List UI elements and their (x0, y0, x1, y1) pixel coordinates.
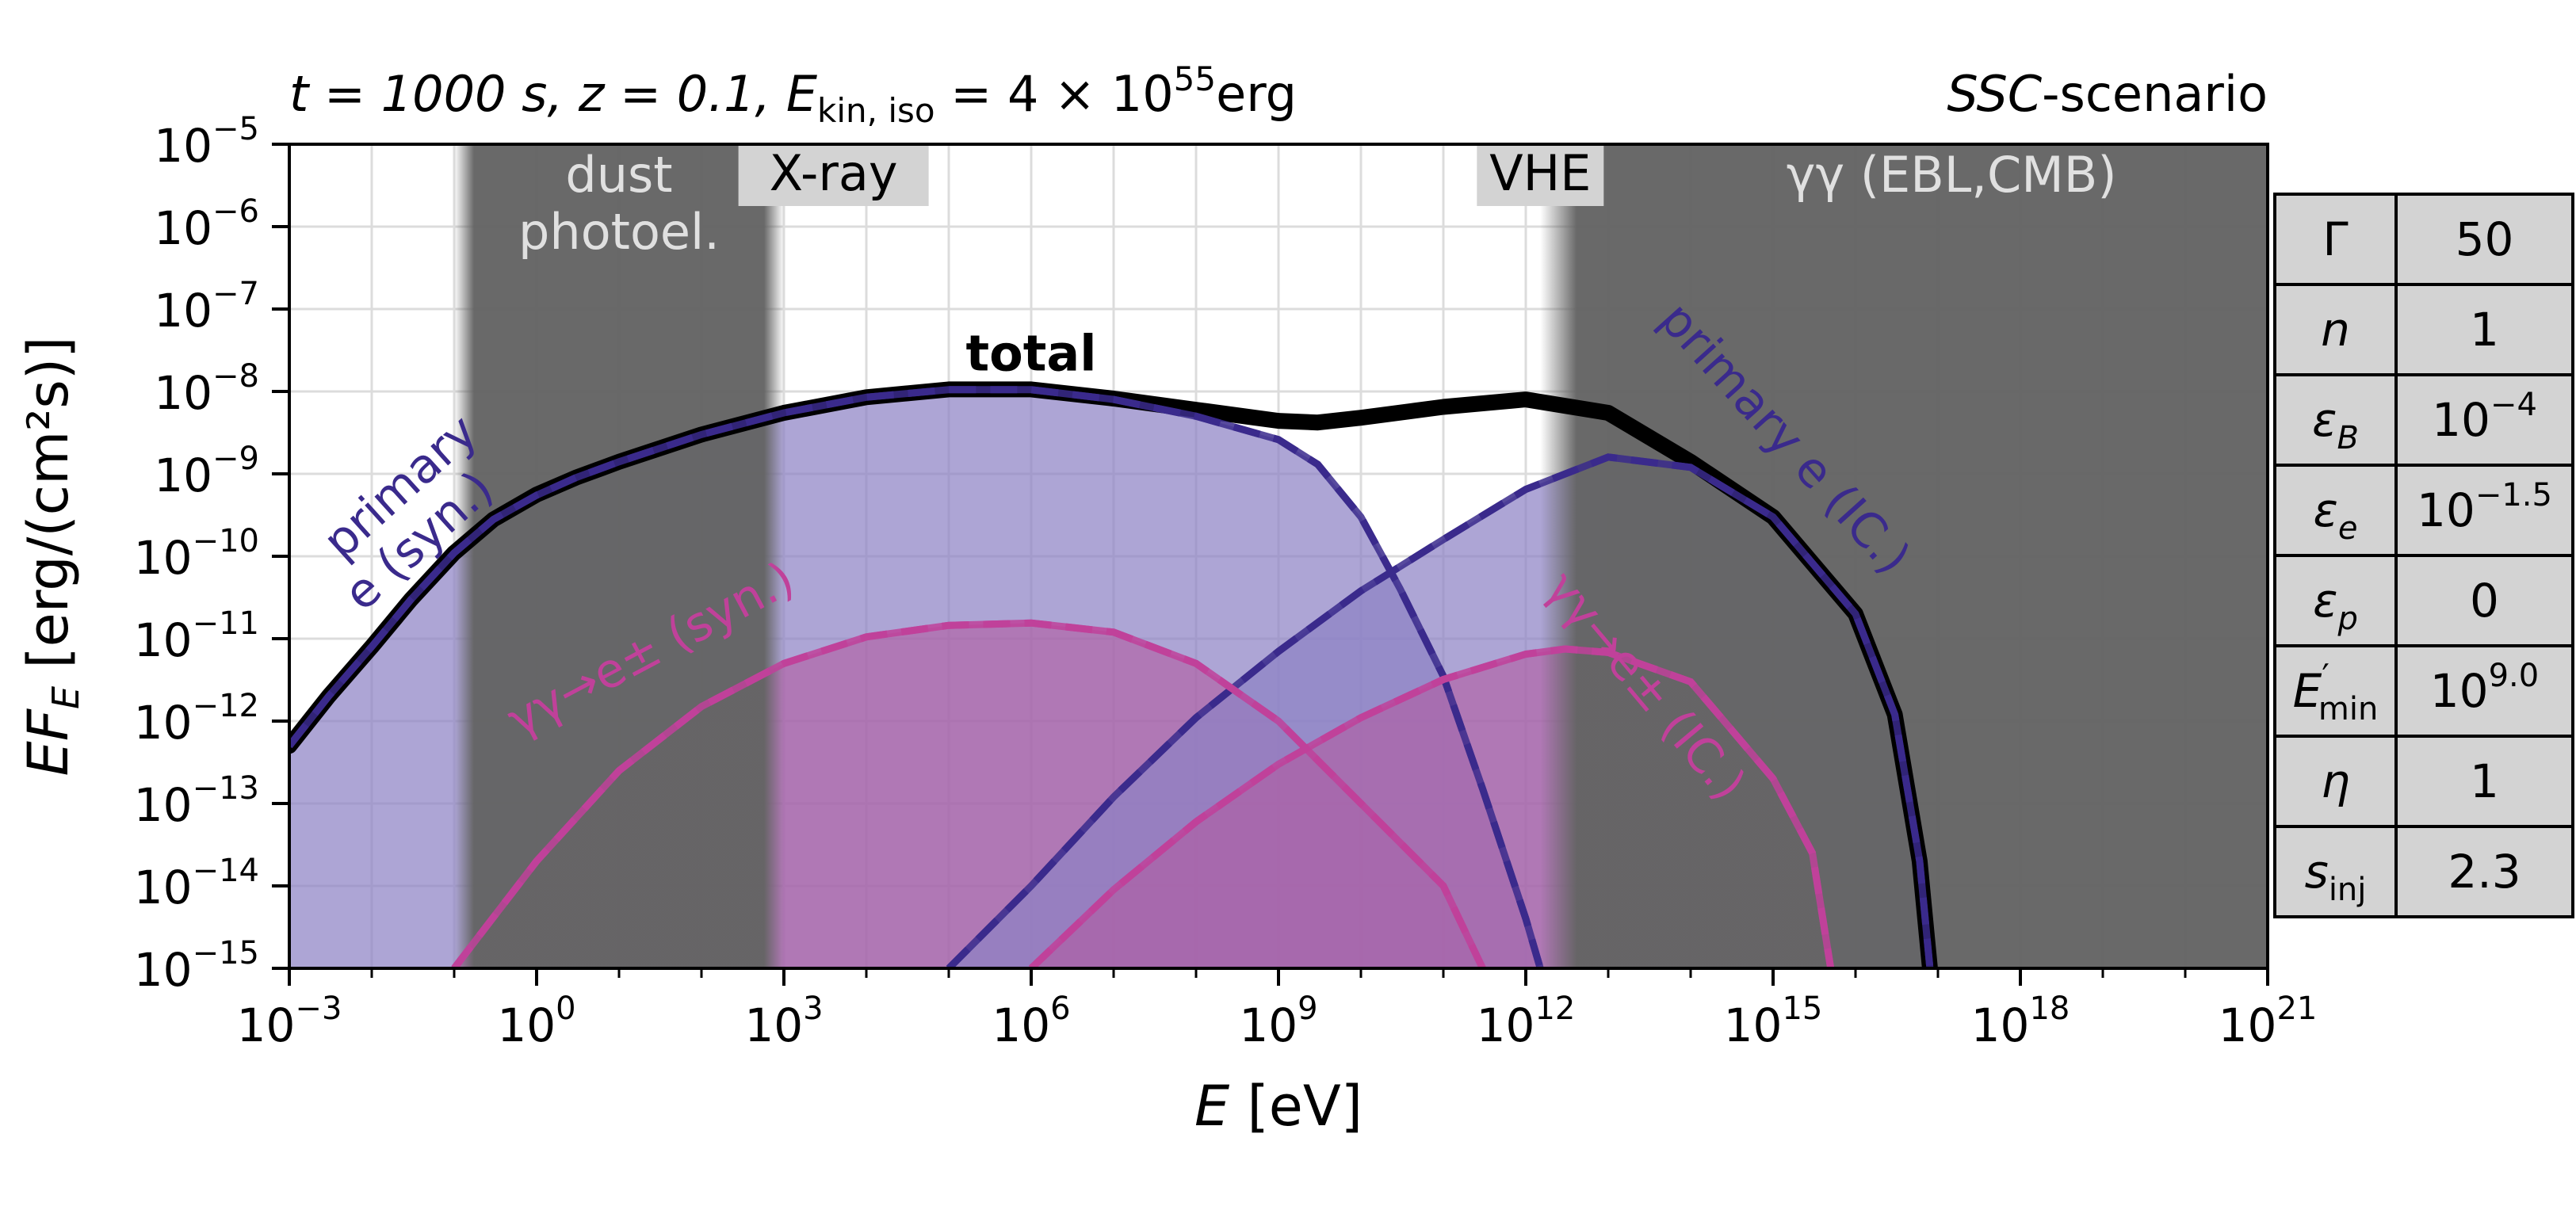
y-tick-label: 10−5 (154, 111, 259, 173)
param-symbol: Γ (2322, 212, 2348, 266)
series-line-dash (289, 386, 1544, 968)
param-value: 50 (2456, 212, 2514, 266)
x-tick-label: 1015 (1724, 991, 1823, 1052)
series-line-primary-e-ic (946, 453, 1934, 968)
param-value-cell (2394, 373, 2574, 467)
param-row-p: εp 0 (2273, 554, 2574, 647)
window-label-x-ray: X-ray (738, 144, 929, 206)
title-e-sym: E (786, 65, 818, 123)
title-right-rest: -scenario (2042, 65, 2268, 123)
param-row-emin: E′ min 109.0 (2273, 644, 2574, 738)
annotation-total: total (966, 324, 1097, 382)
window-label-text: VHE (1489, 144, 1591, 202)
title-e-sub: kin, iso (817, 91, 935, 130)
title-right-italic: SSC (1947, 65, 2043, 123)
param-row-sinj: sinj 2.3 (2273, 825, 2574, 918)
param-value: 1 (2470, 303, 2499, 357)
window-label-box (1477, 144, 1604, 206)
y-tick-label: 10−15 (134, 935, 259, 997)
param-symbol: εe (2314, 483, 2358, 547)
y-tick-label: 10−7 (154, 276, 259, 338)
param-symbol: sinj (2305, 845, 2367, 908)
param-value: 0 (2470, 574, 2499, 628)
param-symbol: n (2321, 303, 2350, 357)
param-symbol: εp (2313, 574, 2358, 637)
y-tick-label: 10−13 (134, 770, 259, 832)
title-z-part: z = 0.1, (578, 65, 786, 123)
y-tick-label: 10−10 (134, 523, 259, 585)
y-axis-label: EFE [erg/(cm²s)] (16, 337, 87, 777)
window-label-text: X-ray (770, 144, 898, 202)
x-tick-label: 103 (744, 991, 823, 1052)
param-value: 1 (2470, 754, 2499, 808)
chart-title-right: SSC-scenario (1947, 65, 2268, 123)
chart-title-left: t = 1000 s, z = 0.1, Ekin, iso = 4 × 105… (289, 59, 1297, 130)
y-tick-label: 10−6 (154, 193, 259, 255)
series-line-gg-e-syn (451, 619, 1486, 968)
absorption-band-gg-ebl-cmb: γγ (EBL,CMB) (1540, 144, 2268, 968)
x-tick-label: 1012 (1477, 991, 1576, 1052)
param-value-cell (2394, 554, 2574, 647)
param-value-cell (2394, 825, 2574, 918)
param-value: 2.3 (2448, 845, 2521, 899)
y-tick-label: 10−11 (134, 605, 259, 667)
param-value: 10−1.5 (2417, 477, 2552, 537)
series-line-dash (451, 619, 1486, 968)
series-line-gg-e-ic (1028, 645, 1835, 968)
series-lines (289, 381, 1938, 968)
param-value-cell (2394, 464, 2574, 557)
y-tick-label: 10−14 (134, 853, 259, 914)
window-label-box (738, 144, 929, 206)
param-row-gamma: Γ 50 (2273, 193, 2574, 286)
x-tick-label: 106 (992, 991, 1070, 1052)
param-value-cell (2394, 193, 2574, 286)
title-e-val: = 4 × 10 (935, 65, 1174, 123)
param-value-cell (2394, 735, 2574, 828)
param-symbol-cell (2273, 644, 2398, 738)
axes: 10−3 100 103 106 109 1012 1015 1018 1021 10−5 10−6… (16, 111, 2317, 1139)
title-e-exp: 55 (1174, 59, 1216, 98)
x-axis-label: E [eV] (1194, 1074, 1363, 1139)
y-tick-label: 10−9 (154, 441, 259, 502)
param-symbol-cell (2273, 193, 2398, 286)
absorption-band-label: photoel. (518, 203, 720, 261)
param-value: 109.0 (2430, 658, 2539, 718)
x-tick-label: 100 (497, 991, 575, 1052)
window-label-vhe: VHE (1477, 144, 1604, 206)
y-tick-label: 10−12 (134, 688, 259, 750)
x-tick-label: 1018 (1971, 991, 2070, 1052)
series-line-dash (946, 453, 1934, 968)
y-tick-label: 10−8 (154, 358, 259, 420)
absorption-band-label: dust (565, 146, 672, 204)
x-tick-label: 1021 (2219, 991, 2318, 1052)
param-symbol: η (2321, 754, 2350, 808)
title-t-part: t = 1000 s, (289, 65, 579, 123)
absorption-band-rect (454, 144, 784, 968)
param-value-cell (2394, 644, 2574, 738)
param-row-e: εe 10−1.5 (2273, 464, 2574, 557)
series-line-dash (1028, 645, 1835, 968)
title-e-unit: erg (1216, 65, 1297, 123)
x-tick-label: 10−3 (237, 991, 342, 1052)
x-tick-label: 109 (1239, 991, 1317, 1052)
param-value: 10−4 (2432, 387, 2537, 447)
param-symbol: εB (2312, 393, 2359, 456)
absorption-band-rect (1540, 144, 2268, 968)
param-symbol-cell (2273, 554, 2398, 647)
series-line-primary-e-syn (289, 386, 1544, 968)
absorption-band-label: γγ (EBL,CMB) (1787, 146, 2117, 204)
param-row-b: εB 10−4 (2273, 373, 2574, 467)
param-symbol: E′ min (2293, 657, 2379, 727)
